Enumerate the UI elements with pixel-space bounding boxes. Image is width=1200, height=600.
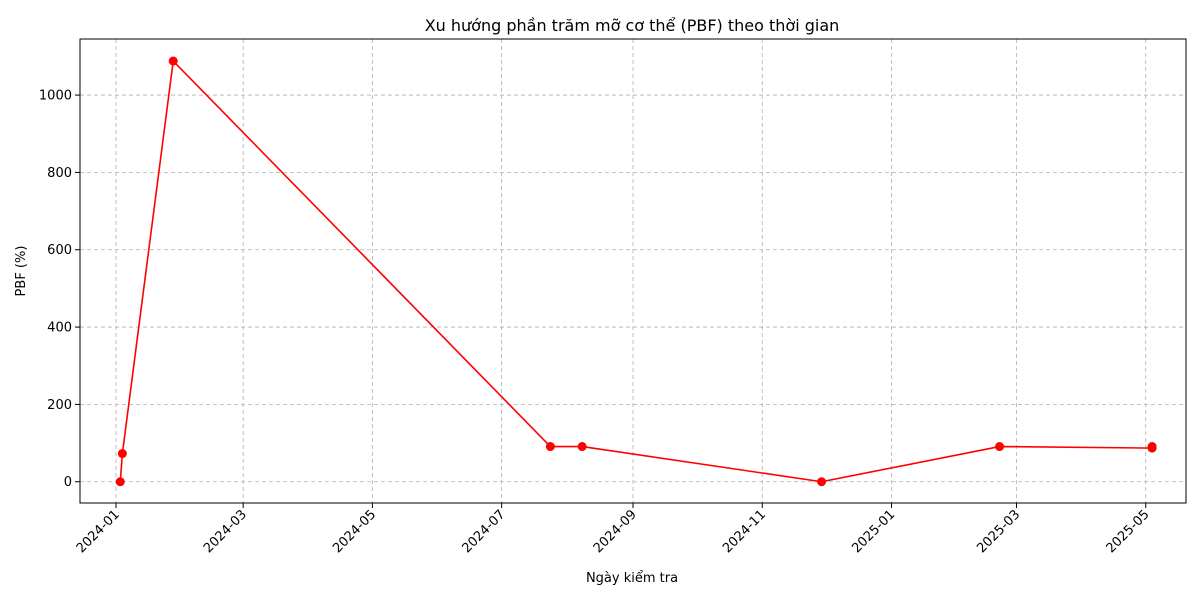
data-point <box>545 442 555 452</box>
y-tick-label: 200 <box>47 398 72 413</box>
y-tick-label: 1000 <box>39 89 72 104</box>
y-tick-label: 800 <box>47 166 72 181</box>
y-tick-label: 400 <box>47 321 72 336</box>
x-tick-label: 2025-01 <box>849 507 898 556</box>
y-axis-label: PBF (%) <box>14 246 29 297</box>
x-tick-label: 2024-03 <box>201 507 250 556</box>
data-point <box>995 442 1005 452</box>
x-axis-label: Ngày kiểm tra <box>586 571 678 586</box>
series-line <box>119 60 1153 483</box>
x-tick-label: 2025-03 <box>974 507 1023 556</box>
data-point <box>817 477 827 487</box>
x-tick-label: 2024-05 <box>330 507 379 556</box>
data-point <box>577 442 587 452</box>
data-point <box>115 477 125 487</box>
data-point <box>1147 442 1157 452</box>
series-layer <box>115 56 1157 487</box>
x-axis: 2024-01 2024-03 2024-05 2024-07 2024-09 2024-… <box>74 503 1153 556</box>
y-axis: 0 200 400 600 800 1000 <box>39 89 80 490</box>
x-tick-label: 2024-01 <box>74 507 123 556</box>
data-point <box>168 56 178 66</box>
y-tick-label: 0 <box>64 475 72 490</box>
grid <box>80 39 1186 503</box>
y-tick-label: 600 <box>47 243 72 258</box>
data-point <box>117 449 127 459</box>
chart-title: Xu hướng phần trăm mỡ cơ thể (PBF) theo … <box>425 16 840 35</box>
x-tick-label: 2024-07 <box>459 507 508 556</box>
x-tick-label: 2024-09 <box>591 507 640 556</box>
x-tick-label: 2024-11 <box>720 507 769 556</box>
x-tick-label: 2025-05 <box>1104 507 1153 556</box>
